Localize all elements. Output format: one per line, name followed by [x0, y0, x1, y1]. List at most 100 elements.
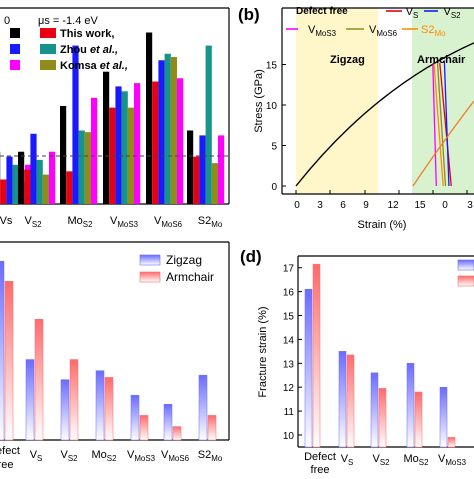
panel-b-y-tick-label: 0 [271, 182, 277, 193]
panel-b-legend-label: Defect free [296, 6, 348, 17]
panel-a-legend-swatch [10, 44, 20, 54]
panel-c-bar [164, 404, 172, 440]
panel-c-bar [35, 319, 43, 440]
panel-d-legend-armchair-swatch [458, 276, 474, 286]
panel-b-y-tick-label: 15 [266, 61, 278, 72]
panel-b-x-tick-label: 3 [467, 200, 473, 211]
panel-a-legend-swatch [40, 60, 56, 70]
panel-a-x-tick-label: VMoS6 [154, 215, 183, 229]
panel-a-legend: This work,Zhou et al.,Komsa et al., [10, 28, 128, 72]
panel-a-legend-label: Komsa et al., [60, 60, 128, 72]
panel-b-y-tick-label: 10 [266, 101, 278, 112]
panel-c-bar [131, 395, 139, 440]
panel-a-bar [24, 170, 30, 204]
panel-c-legend-label: Zigzag [166, 253, 202, 267]
panel-a-bar [171, 57, 177, 204]
panel-a-x-tick-label: Vs [0, 215, 13, 227]
panel-b-x-axis-label: Strain (%) [358, 219, 407, 231]
panel-c-bar [105, 377, 113, 440]
panel-d-y-tick-label: 10 [283, 431, 295, 442]
panel-a-bar [43, 175, 49, 204]
panel-a-mu-label: μs = -1.4 eV [38, 15, 99, 27]
panel-a-bar [30, 134, 36, 204]
panel-d-x-tick-label: MoS2 [404, 453, 429, 467]
panel-d-bar [448, 437, 455, 447]
panel-c-bar [208, 415, 216, 440]
panel-a-x-tick-label: VMoS3 [110, 215, 139, 229]
panel-d-bar [305, 289, 312, 447]
panel-c-x-tick-label: VS [30, 449, 43, 463]
panel-a-edge-label: 0 [4, 15, 10, 27]
panel-d-y-tick-label: 15 [283, 312, 295, 323]
panel-a-bar [134, 83, 140, 204]
panel-c-x-tick-label: VS2 [60, 449, 77, 463]
panel-a-bar [18, 152, 24, 204]
panel-c-legend-label: Armchair [166, 270, 214, 284]
panel-d-bar [407, 363, 414, 447]
panel-d-legend-zigzag-swatch [458, 260, 474, 270]
panel-c-bar [0, 261, 4, 440]
panel-d-y-tick-label: 13 [283, 359, 295, 370]
panel-c-bar [96, 371, 104, 440]
panel-a-bar [13, 165, 19, 204]
panel-c-x-tick-label: MoS2 [92, 449, 117, 463]
panel-d-y-tick-label: 11 [284, 407, 295, 418]
panel-d-y-tick-label: 14 [283, 335, 295, 346]
panel-b-x-tick-label: 9 [363, 200, 369, 211]
panel-c-x-tick-label: VMoS3 [127, 449, 156, 463]
panel-a-bar [199, 135, 205, 204]
panel-a-bar [49, 152, 55, 204]
panel-c-bar [140, 415, 148, 440]
panel-b-region-armchair: Armchair [417, 54, 466, 66]
panel-a-bar [85, 132, 91, 204]
panel-d-bar [415, 392, 422, 447]
panel-d-bar [347, 355, 354, 447]
panel-d-x-tick-label: VS [341, 453, 354, 467]
panel-c-bar [5, 281, 13, 440]
panel-b-legend-label: VMoS6 [369, 24, 398, 38]
panel-b-x-tick-label: 15 [414, 200, 426, 211]
panel-d-y-tick-label: 17 [283, 264, 295, 275]
panel-c-bar [70, 360, 78, 440]
panel-c-x-tick-label: VMoS6 [161, 449, 190, 463]
panel-c-legend: Zigzag Armchair [140, 253, 214, 284]
panel-b-x-tick-label: 3 [317, 200, 323, 211]
panel-c-legend-swatch [140, 272, 160, 282]
panel-b-y-axis-label: Stress (GPa) [253, 69, 265, 133]
panel-d-y-axis-label: Fracture strain (%) [257, 306, 269, 397]
panel-a-x-tick-label: VS2 [24, 215, 41, 229]
panel-c-bar [199, 375, 207, 440]
panel-a-legend-swatch [40, 44, 56, 54]
panel-a-bar [206, 46, 212, 204]
panel-d-x-tick-label: Defect [304, 451, 336, 463]
panel-a-legend-swatch [40, 28, 56, 38]
panel-a-legend-label: Zhou et al., [60, 44, 118, 56]
panel-a-bar [115, 86, 121, 204]
panel-d-bar [379, 388, 386, 447]
panel-c-bar [61, 380, 69, 440]
panel-a-bar [66, 171, 72, 204]
panel-b-x-tick-label: 12 [387, 200, 399, 211]
panel-b-letter: (b) [238, 5, 260, 24]
panel-b-x-tick-label: 0 [442, 200, 448, 211]
panel-c-bar [26, 360, 34, 440]
panel-a-bar [103, 72, 109, 204]
panel-a-legend-swatch [10, 60, 20, 70]
panel-c-x-tick-label: Defect [0, 445, 20, 457]
panel-a-bar [177, 78, 183, 204]
panel-b-region-zigzag: Zigzag [330, 54, 365, 66]
panel-a-bar [122, 91, 128, 204]
panel-a-bar [212, 163, 218, 204]
panel-d-y-tick-label: 16 [283, 288, 295, 299]
panel-a-bar [218, 135, 224, 204]
panel-a-bar [79, 131, 85, 205]
panel-c-bar [173, 427, 181, 440]
panel-a-bar [146, 33, 152, 205]
panel-c-fracture-strength-chart: DefectfreeVSVS2MoS2VMoS3VMoS6S2Mo Zigzag… [0, 242, 229, 471]
panel-d-y-tick-label: 12 [283, 383, 295, 394]
panel-a-bar [6, 157, 12, 204]
